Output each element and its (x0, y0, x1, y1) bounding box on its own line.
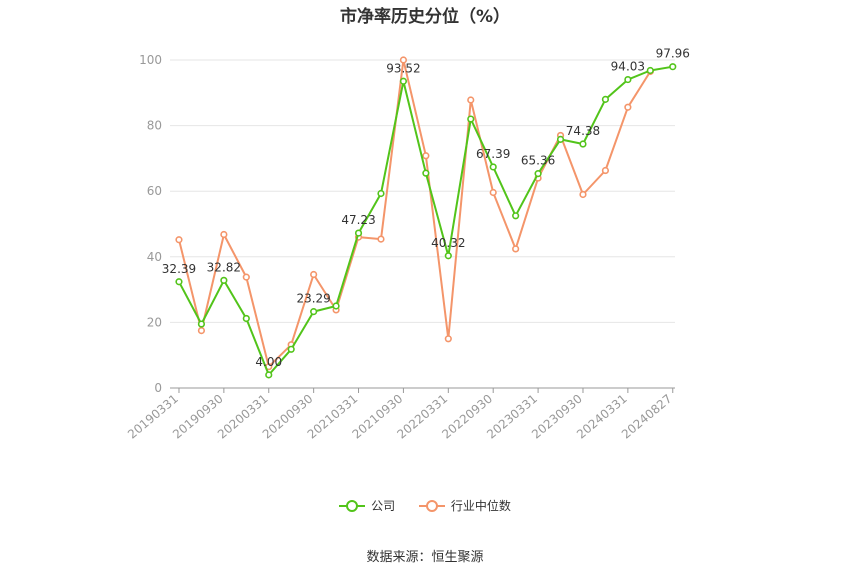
point-industry-median (197, 327, 206, 335)
series-line-industry-median (178, 59, 652, 368)
source-note: 数据来源：恒生聚源 (366, 550, 484, 565)
point-industry-median (467, 96, 475, 104)
point-industry-median (399, 56, 408, 64)
point-company (175, 278, 183, 286)
data-label-company: 74.38 (566, 124, 600, 138)
data-label-company: 32.39 (162, 262, 196, 276)
point-industry-median (422, 152, 430, 160)
data-label-company: 97.96 (656, 47, 690, 61)
point-company (512, 212, 520, 220)
point-industry-median (579, 190, 587, 199)
y-tick-label: 60 (147, 184, 162, 198)
point-company (332, 302, 340, 310)
data-label-company: 40.32 (431, 236, 465, 250)
y-tick-label: 40 (147, 250, 162, 264)
point-company (399, 77, 408, 85)
point-industry-median (624, 103, 632, 111)
data-label-company: 32.82 (207, 260, 241, 274)
chart-title: 市净率历史分位（%） (339, 7, 511, 27)
x-tick-label: 20240827 (619, 392, 675, 442)
point-company (534, 170, 542, 178)
legend: 公司 行业中位数 (0, 497, 850, 516)
data-label-company: 47.23 (341, 213, 375, 227)
y-tick-label: 20 (147, 315, 162, 329)
data-label-company: 67.39 (476, 147, 510, 161)
legend-item-company[interactable]: 公司 (339, 497, 395, 514)
point-company (422, 169, 430, 177)
data-label-company: 94.03 (611, 60, 645, 74)
point-industry-median (242, 273, 250, 281)
point-company (669, 63, 677, 71)
point-industry-median (175, 236, 183, 244)
y-tick-label: 100 (139, 53, 162, 67)
point-company (265, 371, 273, 379)
point-industry-median (601, 166, 610, 175)
point-industry-median (220, 230, 228, 239)
legend-company-marker-icon (339, 499, 366, 513)
point-company (489, 163, 497, 171)
point-company (624, 75, 632, 84)
data-label-company: 93.52 (386, 61, 420, 75)
gridlines (170, 59, 675, 323)
point-company (556, 135, 565, 143)
legend-item-industry-median[interactable]: 行业中位数 (418, 497, 511, 514)
point-company (444, 252, 452, 260)
point-company (310, 308, 318, 316)
point-company (601, 95, 610, 103)
point-industry-median (444, 335, 452, 343)
data-label-company: 4.00 (255, 355, 282, 369)
data-label-company: 23.29 (296, 292, 330, 306)
data-labels: 32.39 32.82 4.00 23.29 47.23 93.52 40.32 67.39 6… (162, 47, 690, 369)
point-company (467, 115, 475, 123)
y-tick-label: 0 (154, 381, 162, 395)
series (175, 56, 677, 379)
point-industry-median (489, 188, 497, 197)
point-company (646, 66, 654, 75)
series-line-company (178, 65, 673, 376)
axes: 0204060801002019033120190930202003312020… (125, 53, 675, 442)
point-company (354, 229, 363, 237)
point-company (287, 345, 295, 353)
point-company (579, 140, 587, 148)
point-company (377, 189, 385, 198)
point-industry-median (310, 270, 318, 279)
y-tick-label: 80 (147, 119, 162, 133)
point-company (197, 320, 206, 328)
legend-company-label: 公司 (371, 499, 396, 513)
point-company (220, 276, 228, 284)
legend-industry-label: 行业中位数 (450, 499, 511, 513)
point-company (242, 314, 250, 323)
point-industry-median (377, 235, 385, 243)
point-industry-median (512, 245, 520, 253)
data-label-company: 65.36 (521, 154, 555, 168)
legend-industry-marker-icon (418, 499, 445, 513)
